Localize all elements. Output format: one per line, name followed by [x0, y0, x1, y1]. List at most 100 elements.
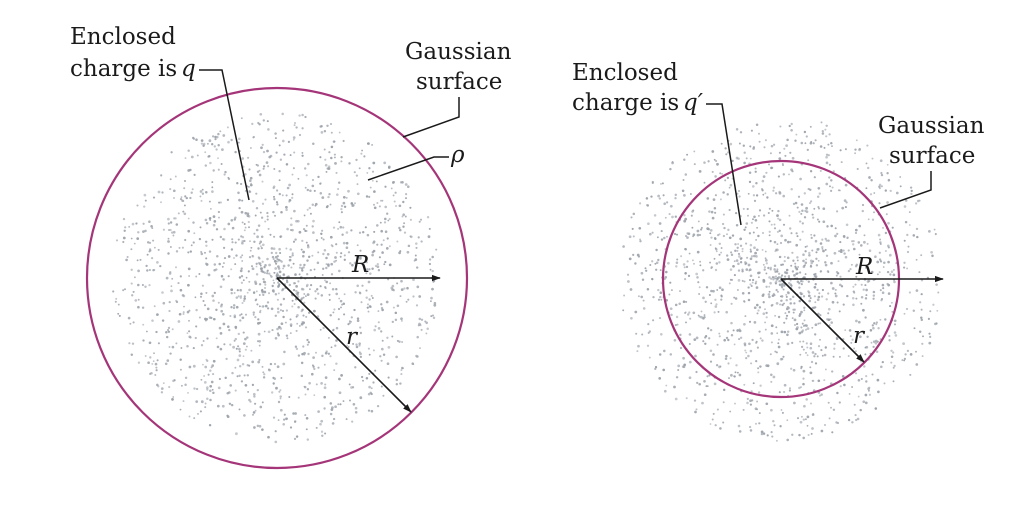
- charge-dot: [249, 240, 251, 243]
- charge-dot: [237, 295, 240, 298]
- charge-dot: [239, 256, 243, 259]
- charge-dot: [750, 362, 753, 365]
- charge-dot: [807, 290, 810, 293]
- charge-dot: [663, 389, 667, 393]
- charge-dot: [204, 365, 208, 369]
- charge-dot: [412, 295, 415, 298]
- charge-dot: [259, 264, 262, 267]
- charge-dot: [275, 201, 279, 204]
- charge-dot: [206, 142, 209, 145]
- charge-dot: [795, 272, 798, 275]
- charge-dot: [735, 223, 739, 227]
- charge-dot: [844, 148, 847, 151]
- charge-dot: [322, 238, 325, 241]
- charge-dot: [814, 301, 817, 304]
- charge-dot: [768, 163, 770, 166]
- charge-dot: [288, 283, 292, 287]
- charge-dot: [774, 277, 777, 280]
- charge-dot: [693, 399, 697, 402]
- charge-dot: [219, 332, 223, 335]
- charge-dot: [749, 145, 752, 148]
- charge-dot: [365, 272, 368, 275]
- charge-dot: [661, 182, 664, 185]
- charge-dot: [720, 251, 723, 254]
- charge-dot: [738, 142, 741, 145]
- charge-dot: [728, 186, 731, 189]
- charge-dot: [648, 330, 652, 333]
- charge-dot: [830, 141, 833, 145]
- charge-dot: [386, 362, 390, 366]
- charge-dot: [709, 360, 713, 363]
- charge-dot: [931, 254, 934, 258]
- charge-dot: [713, 207, 717, 210]
- charge-dot: [183, 204, 186, 207]
- charge-dot: [906, 349, 910, 353]
- charge-dot: [395, 383, 398, 386]
- radius-r-label-right: r: [853, 323, 866, 349]
- charge-dot: [319, 422, 322, 426]
- charge-dot: [632, 212, 636, 216]
- charge-dot: [916, 199, 920, 203]
- charge-dot: [757, 276, 760, 279]
- charge-dot: [156, 359, 159, 362]
- charge-dot: [368, 305, 372, 308]
- charge-dot: [257, 360, 261, 364]
- charge-dot: [379, 221, 382, 224]
- charge-dot: [179, 368, 182, 371]
- charge-dot: [248, 226, 250, 229]
- charge-dot: [370, 294, 373, 297]
- charge-dot: [736, 249, 739, 252]
- charge-dot: [775, 439, 778, 442]
- charge-dot: [273, 214, 277, 217]
- charge-dot: [405, 300, 408, 303]
- charge-dot: [303, 385, 306, 388]
- charge-dot: [143, 205, 146, 208]
- charge-dot: [211, 238, 214, 241]
- charge-dot: [848, 392, 851, 395]
- charge-dot: [152, 239, 155, 242]
- charge-dot: [208, 200, 211, 203]
- charge-dot: [373, 203, 375, 206]
- charge-dot: [338, 221, 341, 224]
- charge-dot: [851, 243, 855, 246]
- charge-dot: [241, 260, 244, 262]
- charge-dot: [157, 248, 160, 251]
- charge-dot: [230, 268, 233, 271]
- charge-dot: [773, 424, 776, 427]
- charge-dot: [802, 253, 805, 256]
- charge-dot: [790, 188, 793, 191]
- charge-dot: [236, 182, 239, 185]
- charge-dot: [728, 377, 730, 380]
- charge-dot: [776, 230, 779, 233]
- charge-dot: [771, 294, 775, 297]
- charge-dot: [863, 234, 866, 237]
- charge-dot: [359, 355, 363, 359]
- charge-dot: [851, 421, 854, 424]
- charge-dot: [178, 246, 181, 249]
- charge-dot: [712, 353, 715, 356]
- charge-dot: [809, 342, 813, 345]
- charge-dot: [280, 210, 283, 214]
- charge-dot: [629, 288, 633, 291]
- charge-dot: [864, 401, 868, 405]
- charge-dot: [819, 242, 823, 245]
- charge-dot: [151, 227, 154, 230]
- charge-dot: [337, 181, 341, 184]
- charge-dot: [365, 289, 368, 292]
- charge-dot: [237, 332, 240, 336]
- charge-dot: [766, 434, 769, 437]
- charge-dot: [755, 194, 759, 197]
- charge-dot: [673, 338, 677, 342]
- charge-dot: [271, 391, 274, 394]
- charge-dot: [248, 190, 252, 194]
- charge-dot: [307, 255, 311, 259]
- charge-dot: [276, 307, 280, 310]
- charge-dot: [903, 239, 906, 242]
- charge-dot: [227, 255, 231, 258]
- charge-dot: [679, 333, 682, 337]
- charge-dot: [773, 264, 777, 267]
- charge-dot: [739, 131, 743, 134]
- charge-dot: [154, 374, 157, 376]
- charge-dot: [256, 164, 260, 167]
- charge-dot: [747, 214, 749, 217]
